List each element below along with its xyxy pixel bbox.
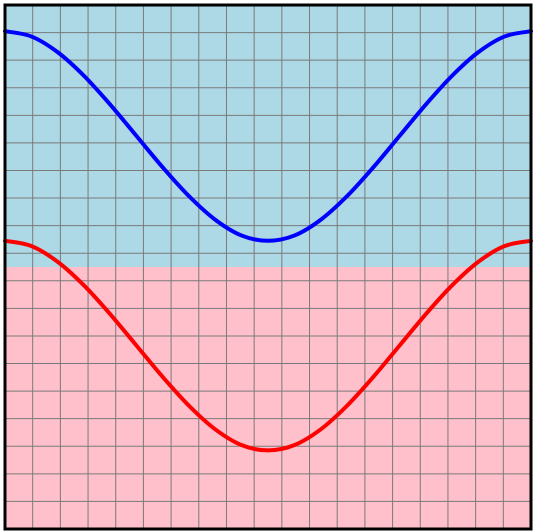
series-line-1 <box>3 29 533 243</box>
series-line-2 <box>3 238 533 453</box>
upper-region <box>5 5 531 267</box>
background-regions <box>5 5 531 529</box>
plot-frame <box>3 3 533 531</box>
lower-region <box>5 267 531 529</box>
series-lines <box>3 29 533 453</box>
grid <box>5 5 531 529</box>
